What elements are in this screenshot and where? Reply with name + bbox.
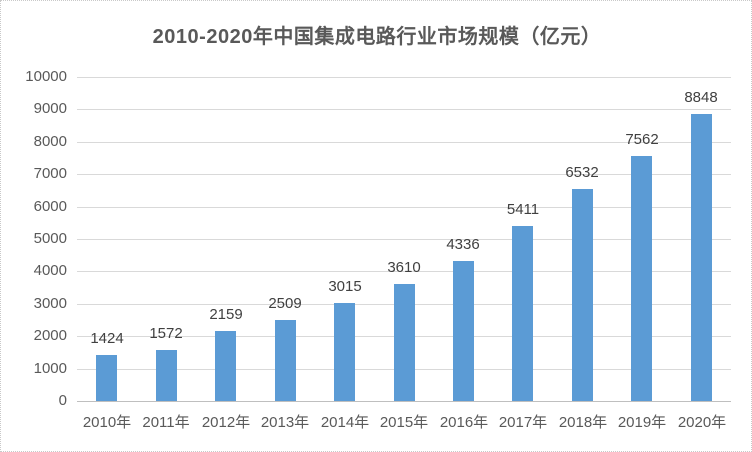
bar-value-label: 3610 — [387, 259, 421, 276]
x-axis-category-label: 2015年 — [379, 414, 429, 431]
gridline — [77, 77, 731, 78]
bar-2018年 — [572, 189, 593, 401]
y-axis-tick-label: 4000 — [33, 262, 67, 279]
y-axis-tick-label: 8000 — [33, 133, 67, 150]
y-axis-tick-label: 6000 — [33, 198, 67, 215]
x-axis-category-label: 2011年 — [142, 414, 190, 431]
bar-2017年 — [512, 226, 533, 401]
y-axis-tick-label: 9000 — [33, 100, 67, 117]
bar-2011年 — [156, 350, 177, 401]
bar-2013年 — [275, 320, 296, 401]
y-axis-tick-label: 5000 — [33, 230, 67, 247]
bar-value-label: 2159 — [209, 306, 243, 323]
x-axis-category-label: 2012年 — [201, 414, 251, 431]
bar-2019年 — [631, 156, 652, 401]
gridline — [77, 174, 731, 175]
x-axis-category-label: 2019年 — [617, 414, 667, 431]
bar-2010年 — [96, 355, 117, 401]
y-axis-tick-label: 10000 — [25, 68, 67, 85]
x-axis-category-label: 2018年 — [558, 414, 608, 431]
x-axis-category-label: 2013年 — [260, 414, 310, 431]
bar-2016年 — [453, 261, 474, 401]
bar-2020年 — [691, 114, 712, 401]
gridline — [77, 142, 731, 143]
x-axis-category-label: 2010年 — [82, 414, 132, 431]
gridline — [77, 109, 731, 110]
bar-value-label: 5411 — [506, 201, 540, 218]
bar-value-label: 4336 — [446, 236, 480, 253]
x-axis-category-label: 2014年 — [320, 414, 370, 431]
gridline — [77, 271, 731, 272]
bar-value-label: 6532 — [565, 164, 599, 181]
bar-2012年 — [215, 331, 236, 401]
y-axis-tick-label: 0 — [58, 392, 67, 409]
y-axis-tick-label: 2000 — [33, 327, 67, 344]
x-axis-category-label: 2016年 — [439, 414, 489, 431]
x-axis-category-label: 2017年 — [498, 414, 548, 431]
y-axis-tick-label: 1000 — [33, 360, 67, 377]
gridline — [77, 239, 731, 240]
x-axis-category-label: 2020年 — [677, 414, 727, 431]
bar-2014年 — [334, 303, 355, 401]
bar-value-label: 1424 — [90, 330, 124, 347]
bar-value-label: 3015 — [328, 278, 362, 295]
bar-value-label: 2509 — [268, 295, 302, 312]
bar-value-label: 1572 — [149, 325, 183, 342]
chart-title: 2010-2020年中国集成电路行业市场规模（亿元） — [152, 26, 602, 48]
y-axis-tick-label: 3000 — [33, 295, 67, 312]
bar-value-label: 8848 — [684, 89, 718, 106]
bar-2015年 — [394, 284, 415, 401]
gridline — [77, 207, 731, 208]
x-axis-line — [77, 401, 731, 402]
y-axis-tick-label: 7000 — [33, 165, 67, 182]
bar-value-label: 7562 — [625, 131, 659, 148]
